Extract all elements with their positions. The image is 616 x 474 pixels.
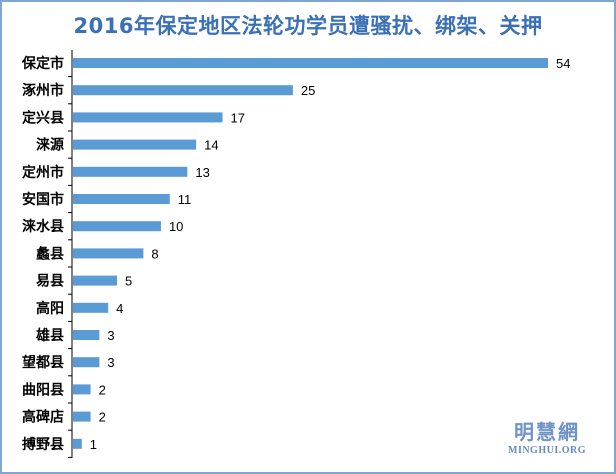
category-label: 涿州市 [22, 82, 64, 99]
data-label: 17 [231, 110, 245, 125]
bar [73, 112, 223, 123]
data-label: 14 [204, 138, 218, 153]
data-label: 25 [301, 83, 315, 98]
watermark-cn: 明慧網 [514, 420, 580, 444]
category-label: 雄县 [35, 327, 64, 344]
category-label: 定州市 [22, 164, 64, 181]
bar [73, 58, 548, 68]
category-label: 定兴县 [22, 109, 64, 126]
category-label: 涞源 [36, 137, 64, 154]
data-label: 5 [125, 274, 132, 289]
data-label: 54 [556, 56, 570, 71]
bar [73, 194, 170, 204]
category-label: 涞水县 [22, 218, 64, 235]
data-label: 8 [151, 246, 158, 261]
watermark-en: MINGHUI.ORG [508, 445, 586, 456]
bar [73, 166, 188, 177]
category-label: 保定市 [21, 55, 64, 72]
category-label: 蠡县 [36, 245, 64, 262]
bar [73, 248, 144, 259]
bar [73, 384, 91, 395]
minghui-watermark: 明慧網 MINGHUI.ORG [508, 416, 586, 456]
bar [73, 438, 82, 449]
category-label: 曲阳县 [22, 381, 64, 398]
data-label: 3 [107, 328, 114, 343]
bar [73, 357, 100, 368]
data-label: 13 [195, 165, 209, 180]
data-label: 2 [99, 382, 106, 397]
bar [73, 411, 91, 422]
category-label: 望都县 [22, 354, 64, 371]
category-label: 高碑店 [22, 409, 64, 426]
bar [73, 275, 117, 286]
bar [73, 330, 100, 340]
category-label: 搏野县 [22, 436, 64, 453]
data-label: 2 [99, 410, 106, 425]
data-label: 11 [178, 192, 192, 207]
data-label: 4 [116, 301, 123, 316]
category-label: 安国市 [22, 191, 64, 208]
category-label: 易县 [36, 274, 64, 290]
chart-title: 2016年保定地区法轮功学员遭骚扰、绑架、关押 [73, 14, 543, 38]
data-label: 1 [90, 437, 97, 452]
bar [73, 139, 197, 150]
data-label: 10 [169, 219, 183, 234]
bar [73, 85, 293, 96]
bar [73, 302, 109, 313]
data-label: 3 [107, 355, 114, 370]
bar [73, 221, 161, 232]
category-label: 高阳 [36, 300, 64, 317]
